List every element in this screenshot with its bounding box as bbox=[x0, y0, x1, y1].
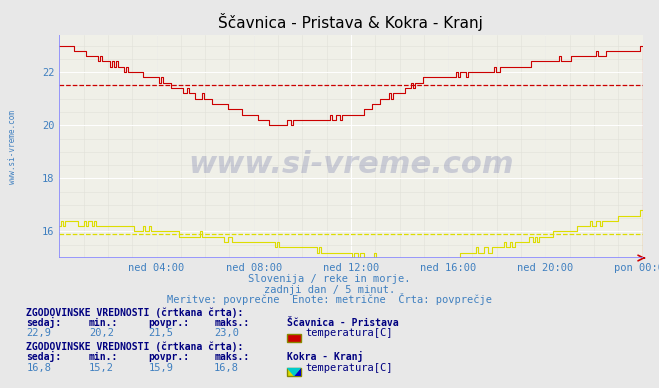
Text: min.:: min.: bbox=[89, 352, 119, 362]
Text: 21,5: 21,5 bbox=[148, 328, 173, 338]
Text: 20,2: 20,2 bbox=[89, 328, 114, 338]
Text: www.si-vreme.com: www.si-vreme.com bbox=[188, 150, 514, 179]
Text: 16,8: 16,8 bbox=[214, 363, 239, 373]
Text: sedaj:: sedaj: bbox=[26, 317, 61, 328]
Text: Ščavnica - Pristava: Ščavnica - Pristava bbox=[287, 318, 398, 328]
Text: sedaj:: sedaj: bbox=[26, 351, 61, 362]
Text: Meritve: povprečne  Enote: metrične  Črta: povprečje: Meritve: povprečne Enote: metrične Črta:… bbox=[167, 293, 492, 305]
Text: temperatura[C]: temperatura[C] bbox=[305, 363, 393, 373]
Text: ZGODOVINSKE VREDNOSTI (črtkana črta):: ZGODOVINSKE VREDNOSTI (črtkana črta): bbox=[26, 308, 244, 318]
Text: Slovenija / reke in morje.: Slovenija / reke in morje. bbox=[248, 274, 411, 284]
Text: 23,0: 23,0 bbox=[214, 328, 239, 338]
Title: Ščavnica - Pristava & Kokra - Kranj: Ščavnica - Pristava & Kokra - Kranj bbox=[219, 13, 483, 31]
Text: min.:: min.: bbox=[89, 318, 119, 328]
Text: 16,8: 16,8 bbox=[26, 363, 51, 373]
Text: Kokra - Kranj: Kokra - Kranj bbox=[287, 351, 363, 362]
Text: maks.:: maks.: bbox=[214, 318, 249, 328]
Text: 15,9: 15,9 bbox=[148, 363, 173, 373]
Text: zadnji dan / 5 minut.: zadnji dan / 5 minut. bbox=[264, 285, 395, 295]
Text: 22,9: 22,9 bbox=[26, 328, 51, 338]
Text: www.si-vreme.com: www.si-vreme.com bbox=[8, 111, 17, 184]
Text: 15,2: 15,2 bbox=[89, 363, 114, 373]
Text: povpr.:: povpr.: bbox=[148, 318, 189, 328]
Text: povpr.:: povpr.: bbox=[148, 352, 189, 362]
Text: temperatura[C]: temperatura[C] bbox=[305, 328, 393, 338]
Text: maks.:: maks.: bbox=[214, 352, 249, 362]
Text: ZGODOVINSKE VREDNOSTI (črtkana črta):: ZGODOVINSKE VREDNOSTI (črtkana črta): bbox=[26, 341, 244, 352]
